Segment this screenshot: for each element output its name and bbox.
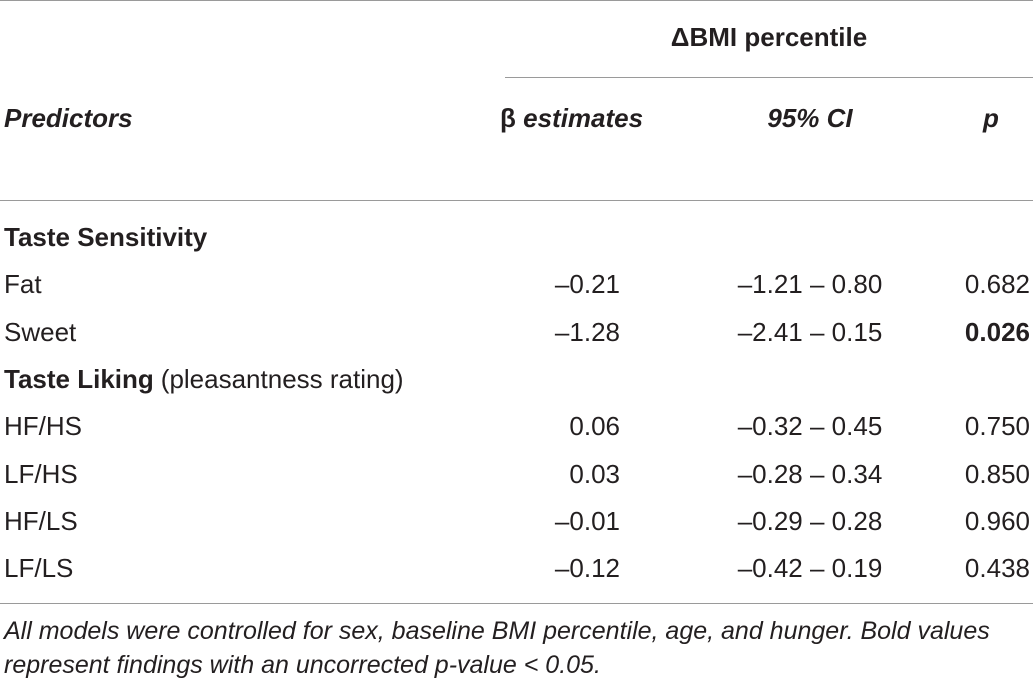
- p-value: 0.026: [964, 317, 1030, 347]
- predictor-name: Sweet: [4, 317, 77, 347]
- predictor-name: Fat: [4, 269, 42, 299]
- top-rule: [0, 0, 1033, 1]
- group-header: ΔBMI percentile: [670, 22, 868, 52]
- section-note: (pleasantness rating): [160, 363, 404, 394]
- p-value: 0.960: [964, 506, 1030, 536]
- section-header: Taste Liking (pleasantness rating): [4, 364, 404, 394]
- p-value: 0.438: [964, 553, 1030, 583]
- group-underline: [505, 77, 1033, 78]
- section-header: Taste Sensitivity: [4, 222, 207, 252]
- ci-value: –0.32 – 0.45: [737, 411, 883, 441]
- beta-value: 0.06: [569, 411, 620, 441]
- beta-value: –0.01: [554, 506, 620, 536]
- p-value: 0.850: [964, 459, 1030, 489]
- p-value: 0.682: [964, 269, 1030, 299]
- ci-value: –2.41 – 0.15: [737, 317, 883, 347]
- predictor-name: LF/LS: [4, 553, 74, 583]
- predictor-name: LF/HS: [4, 459, 78, 489]
- beta-label: estimates: [523, 103, 644, 133]
- beta-value: –0.12: [554, 553, 620, 583]
- column-header-p: p: [983, 103, 999, 133]
- header-bottom-rule: [0, 200, 1033, 201]
- beta-value: –0.21: [554, 269, 620, 299]
- predictor-name: HF/LS: [4, 506, 78, 536]
- table-footnote: All models were controlled for sex, base…: [4, 617, 990, 679]
- column-header-ci: 95% CI: [767, 103, 853, 133]
- ci-value: –0.29 – 0.28: [737, 506, 883, 536]
- section-title: Taste Liking: [4, 363, 154, 394]
- ci-value: –0.28 – 0.34: [737, 459, 883, 489]
- beta-symbol: β: [500, 103, 516, 133]
- beta-value: 0.03: [569, 459, 620, 489]
- section-title: Taste Sensitivity: [4, 222, 208, 252]
- ci-value: –0.42 – 0.19: [737, 553, 883, 583]
- beta-value: –1.28: [554, 317, 620, 347]
- table-bottom-rule: [0, 603, 1033, 604]
- column-header-predictors: Predictors: [4, 103, 133, 133]
- p-value: 0.750: [964, 411, 1030, 441]
- ci-value: –1.21 – 0.80: [737, 269, 883, 299]
- predictor-name: HF/HS: [4, 411, 82, 441]
- column-header-beta: β estimates: [500, 103, 643, 133]
